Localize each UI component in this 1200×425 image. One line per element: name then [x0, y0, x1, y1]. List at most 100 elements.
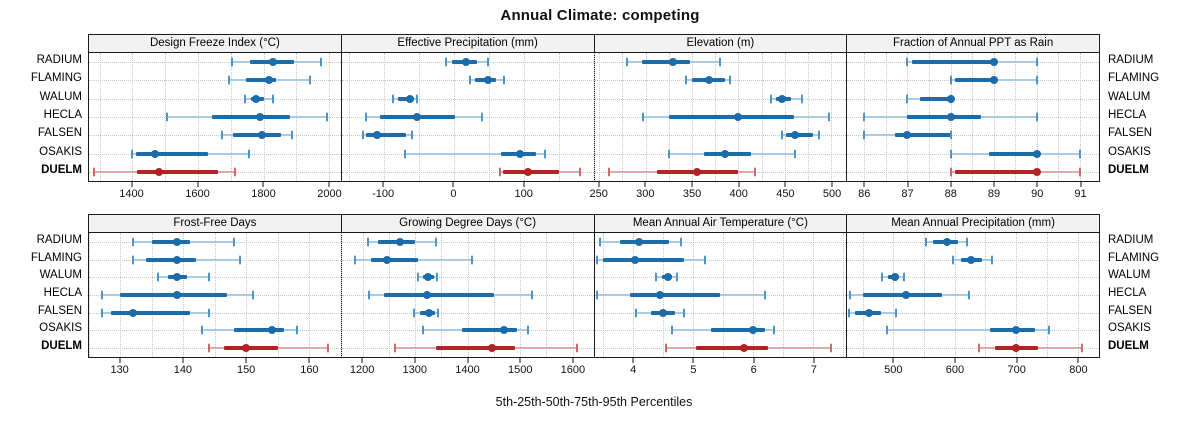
- site-label: HECLA: [43, 109, 82, 121]
- axis-tick-label: 140: [173, 364, 193, 376]
- axis-cell: 86 87 88 89 90 91: [847, 182, 1100, 208]
- site-label: RADIUM: [36, 233, 82, 246]
- axis-spacer-left: [0, 358, 88, 382]
- axis-tick: [691, 182, 693, 187]
- iqr-bar: [137, 169, 218, 174]
- whisker-cap: [364, 112, 367, 122]
- whisker-cap: [132, 237, 135, 247]
- axis-tick-label: 300: [636, 188, 655, 200]
- axis-tick: [361, 358, 363, 363]
- caption: 5th-25th-50th-75th-95th Percentiles: [495, 395, 693, 409]
- site-label: DUELM: [41, 163, 82, 176]
- median-dot: [989, 76, 998, 85]
- whisker-cap: [596, 255, 599, 265]
- median-dot: [516, 149, 525, 158]
- whisker-cap: [895, 308, 898, 318]
- whisker-cap: [906, 94, 909, 104]
- grid-h: [847, 348, 1099, 350]
- axis-tick: [863, 182, 865, 187]
- iqr-bar: [232, 133, 281, 138]
- axis-tick-label: 150: [236, 364, 256, 376]
- iqr-bar: [365, 133, 407, 138]
- median-dot: [413, 113, 422, 121]
- iqr-bar: [370, 257, 418, 262]
- axis-tick-label: 250: [589, 188, 608, 200]
- panel-body: [341, 53, 595, 181]
- grid-h: [847, 295, 1099, 296]
- axis-tick-label: 700: [1007, 364, 1026, 376]
- grid-h: [594, 277, 847, 279]
- site-label: WALUM: [39, 90, 82, 103]
- axis-tick-label: 6: [750, 364, 757, 376]
- axis-cell: 500 600 700 800: [847, 358, 1100, 382]
- median-dot: [173, 273, 182, 282]
- axis-tick: [452, 182, 454, 187]
- panel: Mean Annual Air Temperature (°C): [593, 214, 848, 358]
- whisker-cap: [544, 149, 547, 159]
- axis-tick-label: 1300: [402, 364, 428, 376]
- axis-cell: -100 0 100: [341, 182, 594, 208]
- whisker-cap: [704, 255, 707, 265]
- axis-tick: [262, 182, 264, 187]
- whisker-cap: [244, 94, 247, 104]
- axis-tick: [467, 358, 468, 363]
- axis-cell: 4 5 6 7: [594, 358, 847, 382]
- whisker-cap: [818, 130, 821, 140]
- iqr-bar: [383, 293, 494, 297]
- whisker-cap: [207, 308, 210, 318]
- site-label: FALSEN: [1108, 127, 1153, 140]
- whisker-cap: [626, 57, 628, 67]
- site-label: DUELM: [41, 340, 82, 353]
- axis-tick-label: -100: [372, 188, 395, 200]
- panels-row: Design Freeze Index (°C) Effective Precip…: [88, 34, 1100, 182]
- median-dot: [664, 273, 673, 282]
- median-dot: [1012, 344, 1021, 353]
- whisker-cap: [680, 237, 683, 247]
- whisker-cap: [308, 75, 311, 85]
- whisker-cap: [608, 167, 611, 177]
- grid-h: [847, 312, 1099, 314]
- median-dot: [891, 273, 900, 282]
- iqr-bar: [641, 60, 691, 65]
- grid-h: [341, 80, 594, 82]
- panel-header: Fraction of Annual PPT as Rain: [847, 35, 1099, 53]
- median-dot: [500, 326, 509, 335]
- axis-row: 1400 1600 1800 2000 -100 0 100 250 300 350 400 450 5…: [0, 182, 1200, 208]
- grid-h: [89, 135, 341, 137]
- iqr-bar: [436, 346, 515, 351]
- median-dot: [422, 291, 431, 299]
- grid-h: [594, 135, 847, 137]
- iqr-bar: [630, 293, 721, 297]
- whisker-cap: [416, 272, 419, 282]
- axis-tick: [692, 358, 694, 363]
- iqr-bar: [135, 151, 208, 156]
- whisker-cap: [227, 75, 230, 85]
- axis-tick-label: 1800: [251, 188, 276, 200]
- axis-tick-label: 1500: [507, 364, 533, 376]
- grid-h: [89, 277, 341, 279]
- panel: Mean Annual Precipitation (mm): [846, 214, 1100, 358]
- site-label: FLAMING: [30, 72, 82, 85]
- axis-tick-label: 0: [450, 188, 457, 200]
- whisker-cap: [849, 290, 852, 300]
- panel: Frost-Free Days: [88, 214, 342, 358]
- median-dot: [173, 255, 182, 264]
- median-dot: [257, 131, 266, 140]
- chart-title: Annual Climate: competing: [500, 7, 700, 24]
- iqr-bar: [907, 115, 981, 119]
- whisker-cap: [764, 290, 767, 300]
- panel-body: [594, 53, 847, 181]
- whisker-cap: [422, 325, 425, 335]
- axis-cell: 1400 1600 1800 2000: [88, 182, 342, 208]
- whisker-cap: [502, 75, 505, 85]
- grid-h: [89, 62, 341, 64]
- median-dot: [269, 58, 278, 67]
- site-label: FLAMING: [30, 251, 82, 264]
- whisker-cap: [368, 290, 371, 300]
- whisker-cap: [718, 57, 721, 67]
- panel: Elevation (m): [593, 34, 848, 182]
- axis-tick-label: 87: [901, 188, 914, 200]
- whisker-cap: [599, 237, 602, 247]
- median-dot: [267, 326, 276, 335]
